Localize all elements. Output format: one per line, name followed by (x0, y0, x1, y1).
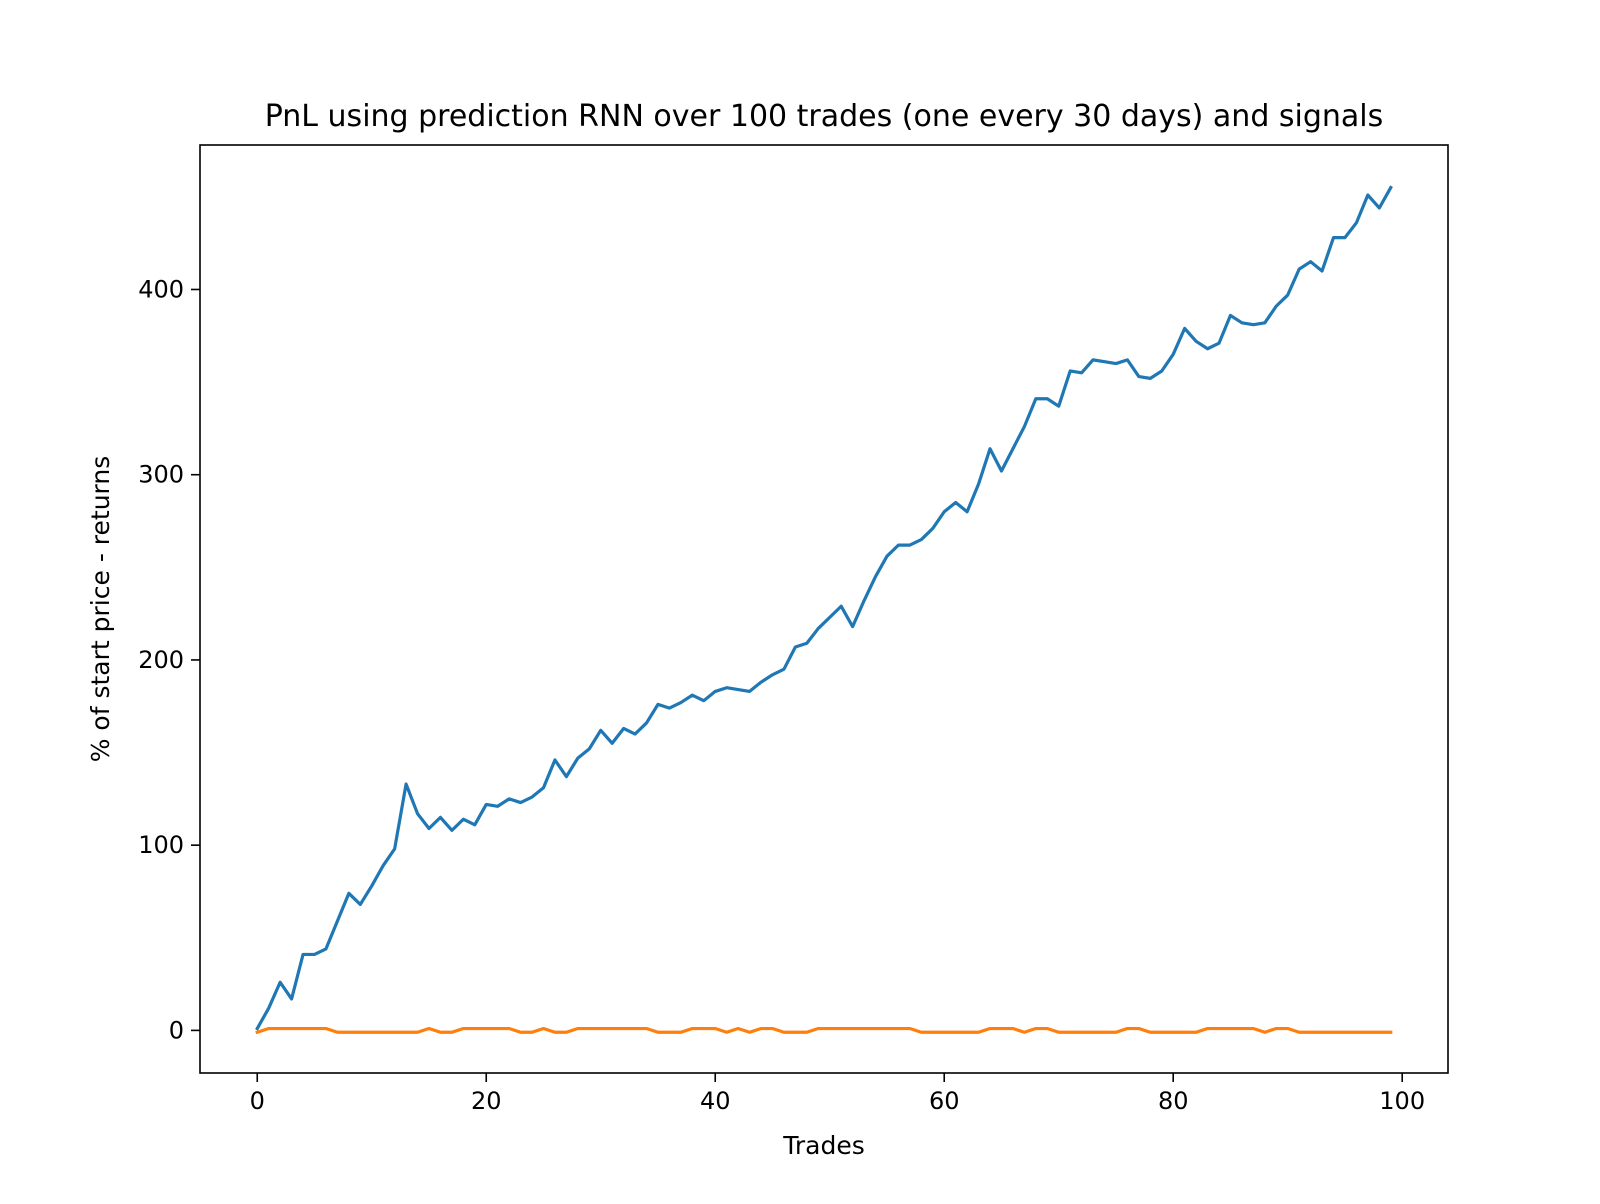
y-tick-label: 100 (138, 831, 184, 859)
x-tick-label: 0 (250, 1087, 265, 1115)
plot-area (255, 185, 1393, 1035)
x-axis: 0 20 40 60 80 100 (250, 1073, 1425, 1115)
y-tick-label: 200 (138, 646, 184, 674)
chart-title: PnL using prediction RNN over 100 trades… (265, 99, 1384, 134)
y-tick-label: 300 (138, 461, 184, 489)
x-tick-label: 60 (929, 1087, 960, 1115)
x-tick-label: 100 (1379, 1087, 1425, 1115)
y-axis: 0 100 200 300 400 (138, 275, 200, 1044)
x-axis-label: Trades (782, 1131, 864, 1160)
series-line-2 (255, 1026, 1393, 1035)
series-line-1 (255, 185, 1393, 1031)
plot-frame (199, 144, 1449, 1074)
y-tick-label: 0 (169, 1016, 184, 1044)
y-tick-label: 400 (138, 275, 184, 303)
x-tick-label: 20 (471, 1087, 502, 1115)
x-tick-label: 80 (1158, 1087, 1189, 1115)
x-tick-label: 40 (700, 1087, 731, 1115)
y-axis-label: % of start price - returns (86, 456, 115, 763)
